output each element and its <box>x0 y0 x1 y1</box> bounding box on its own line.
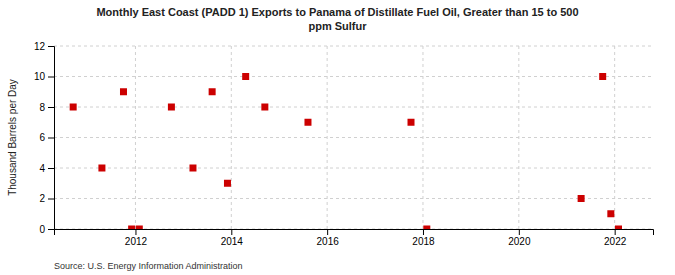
point <box>70 104 77 111</box>
grid-line-y <box>54 107 653 108</box>
x-tick: 2012 <box>125 229 148 247</box>
y-tick-mark <box>48 77 54 78</box>
x-tick: 2014 <box>221 229 244 247</box>
title: Monthly East Coast (PADD 1) Exports to P… <box>96 6 578 32</box>
point <box>120 88 127 95</box>
grid-line-x <box>231 46 232 229</box>
grid-line-x <box>135 46 136 229</box>
point <box>599 73 606 80</box>
x-tick: 2022 <box>604 229 627 247</box>
y-tick-mark <box>48 107 54 108</box>
y-axis-title: Thousand Barrels per Day <box>7 79 18 196</box>
x-tick-label: 2018 <box>412 236 435 247</box>
x-tick: 2018 <box>412 229 435 247</box>
y-tick-label: 0 <box>39 224 45 235</box>
point <box>189 165 196 172</box>
title-line: Monthly East Coast (PADD 1) Exports to P… <box>96 6 578 18</box>
x-tick: 2020 <box>508 229 531 247</box>
point <box>578 195 585 202</box>
x-tick-mark <box>615 229 616 235</box>
point <box>209 88 216 95</box>
x-tick-mark <box>327 229 328 235</box>
point <box>136 226 143 230</box>
y-tick: 6 <box>39 132 54 143</box>
grid-line-y <box>54 198 653 199</box>
source-note: Source: U.S. Energy Information Administ… <box>54 261 243 271</box>
y-tick: 10 <box>34 71 54 82</box>
point <box>304 119 311 126</box>
y-tick-label: 6 <box>39 132 45 143</box>
x-tick: 2016 <box>317 229 340 247</box>
chart-container: 2012 2014 2016 2018 2020 2022 0 2 4 6 8 10 12 Monthly… <box>0 0 675 275</box>
x-tick-label: 2014 <box>221 236 244 247</box>
chart-svg: 2012 2014 2016 2018 2020 2022 0 2 4 6 8 10 12 Monthly… <box>0 0 675 275</box>
point <box>261 104 268 111</box>
y-tick-mark <box>48 199 54 200</box>
y-tick-label: 4 <box>39 163 45 174</box>
title-line: ppm Sulfur <box>308 20 367 32</box>
grid-line-x <box>422 46 423 229</box>
grid-line-y <box>54 168 653 169</box>
point <box>607 210 614 217</box>
x-tick-mark <box>135 229 136 235</box>
y-tick-mark <box>48 229 54 230</box>
points <box>70 73 622 229</box>
grid-line-y <box>54 76 653 77</box>
y-tick: 0 <box>39 224 54 235</box>
grid-line-x <box>518 46 519 229</box>
grid-line-y <box>54 46 653 47</box>
y-tick-mark <box>48 168 54 169</box>
point <box>168 104 175 111</box>
point <box>242 73 249 80</box>
grid <box>54 46 653 229</box>
point <box>98 165 105 172</box>
y-tick-label: 10 <box>34 71 46 82</box>
y-axis: 0 2 4 6 8 10 12 <box>34 41 55 235</box>
grid-line-x <box>614 46 615 229</box>
y-tick-label: 2 <box>39 193 45 204</box>
grid-line-x <box>327 46 328 229</box>
y-axis-line <box>48 47 55 230</box>
y-tick-label: 12 <box>34 41 46 52</box>
y-tick-label: 8 <box>39 102 45 113</box>
point <box>408 119 415 126</box>
x-tick-label: 2022 <box>604 236 627 247</box>
x-axis-line <box>55 230 654 236</box>
x-tick-label: 2016 <box>317 236 340 247</box>
x-axis: 2012 2014 2016 2018 2020 2022 <box>55 229 654 247</box>
x-tick-mark <box>423 229 424 235</box>
point <box>224 180 231 187</box>
grid-line-y <box>54 137 653 138</box>
x-tick-label: 2012 <box>125 236 148 247</box>
y-tick: 4 <box>39 163 54 174</box>
y-tick-mark <box>48 46 54 47</box>
x-tick-label: 2020 <box>508 236 531 247</box>
y-tick-mark <box>48 138 54 139</box>
y-tick: 8 <box>39 102 54 113</box>
y-tick: 2 <box>39 193 54 204</box>
x-tick-mark <box>231 229 232 235</box>
point <box>615 226 622 230</box>
y-tick: 12 <box>34 41 54 52</box>
point <box>423 226 430 230</box>
x-tick-mark <box>519 229 520 235</box>
point <box>128 226 135 230</box>
